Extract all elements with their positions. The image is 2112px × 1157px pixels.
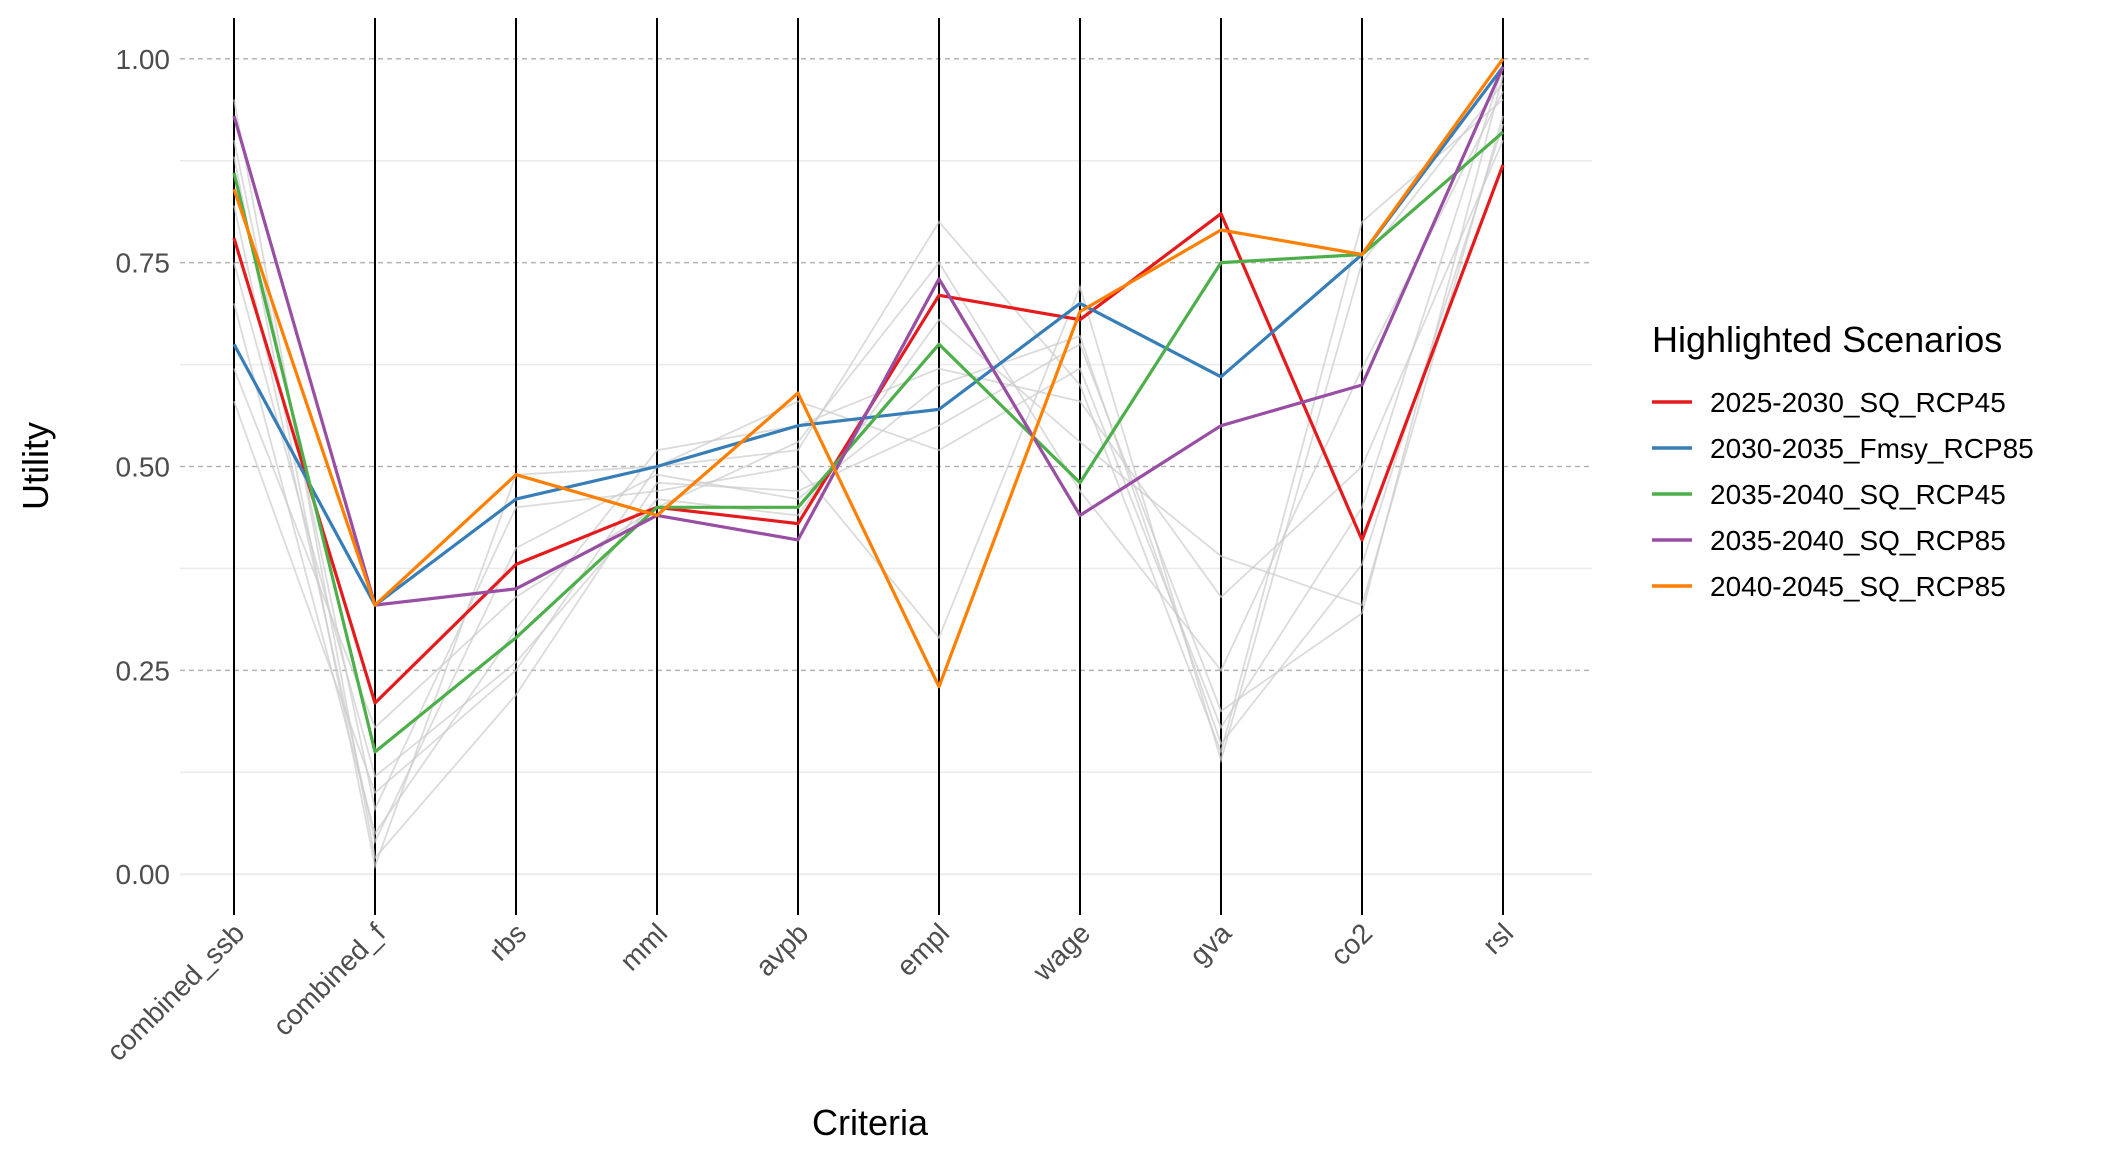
legend-label-2025-2030_SQ_RCP45: 2025-2030_SQ_RCP45 — [1710, 387, 2006, 418]
x-tick-label: co2 — [1324, 917, 1378, 971]
background-scenario-line — [233, 90, 1504, 729]
x-tick-label: empl — [890, 917, 955, 982]
y-tick-label: 1.00 — [116, 44, 171, 75]
y-tick-label: 0.00 — [116, 859, 171, 890]
background-scenario-line — [233, 74, 1504, 860]
legend-items: 2025-2030_SQ_RCP45 2030-2035_Fmsy_RCP85 20… — [1652, 387, 2034, 602]
grid-layer — [180, 58, 1592, 876]
y-tick-label: 0.25 — [116, 655, 171, 686]
legend-title: Highlighted Scenarios — [1652, 319, 2002, 360]
x-tick-labels: combined_ssb combined_f rbs mml avpb empl wage… — [101, 917, 1520, 1067]
x-tick-label: rsl — [1476, 917, 1519, 960]
legend-label-2030-2035_Fmsy_RCP85: 2030-2035_Fmsy_RCP85 — [1710, 433, 2034, 464]
y-tick-label: 0.50 — [116, 452, 171, 483]
y-tick-label: 0.75 — [116, 248, 171, 279]
legend-label-2035-2040_SQ_RCP85: 2035-2040_SQ_RCP85 — [1710, 525, 2006, 556]
series-line-2035-2040_SQ_RCP85 — [232, 66, 1505, 607]
x-tick-label: mml — [614, 917, 673, 976]
background-scenario-line — [233, 139, 1504, 836]
y-tick-labels: 0.00 0.25 0.50 0.75 1.00 — [116, 44, 171, 890]
x-tick-label: gva — [1183, 917, 1237, 971]
x-tick-label: rbs — [483, 917, 532, 966]
y-axis-title: Utility — [15, 422, 56, 510]
background-scenario-line — [233, 123, 1504, 845]
x-axis-title: Criteria — [812, 1102, 929, 1143]
legend-label-2035-2040_SQ_RCP45: 2035-2040_SQ_RCP45 — [1710, 479, 2006, 510]
x-tick-label: combined_f — [267, 917, 391, 1041]
background-scenario-line — [233, 82, 1504, 812]
series-line-2035-2040_SQ_RCP45 — [232, 130, 1505, 754]
background-scenario-line — [233, 115, 1504, 778]
highlighted-scenario-lines — [232, 57, 1505, 754]
series-line-2030-2035_Fmsy_RCP85 — [232, 65, 1505, 607]
legend: Highlighted Scenarios 2025-2030_SQ_RCP45… — [1652, 319, 2034, 602]
series-line-2040-2045_SQ_RCP85 — [232, 57, 1505, 689]
legend-label-2040-2045_SQ_RCP85: 2040-2045_SQ_RCP85 — [1710, 571, 2006, 602]
x-tick-label: combined_ssb — [101, 917, 251, 1067]
x-tick-label: avpb — [749, 917, 814, 982]
x-tick-label: wage — [1026, 917, 1096, 987]
background-scenario-line — [233, 98, 1504, 795]
